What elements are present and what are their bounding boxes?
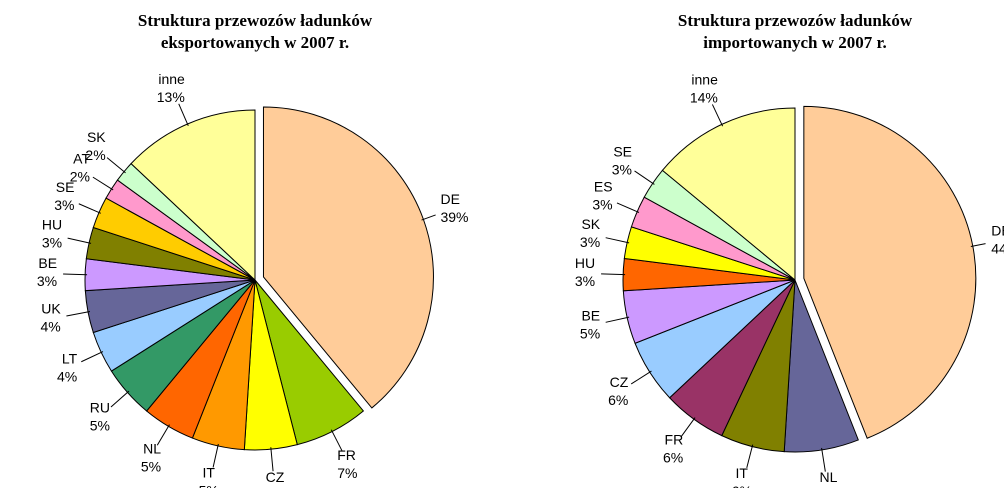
leader-line — [106, 157, 126, 174]
slice-category: ES — [594, 178, 613, 194]
slice-category: inne — [691, 72, 718, 88]
leader-line — [81, 351, 104, 363]
leader-line — [746, 444, 754, 469]
slice-value: 3% — [592, 196, 612, 212]
slice-value: 3% — [54, 197, 74, 213]
leader-line — [178, 103, 189, 127]
slice-category: IT — [203, 465, 216, 481]
slice-category: SE — [56, 179, 75, 195]
leader-line — [63, 273, 88, 276]
slice-value: 3% — [575, 273, 595, 289]
leader-line — [78, 203, 102, 214]
leader-line — [680, 417, 696, 438]
slice-category: HU — [42, 216, 62, 232]
slice-category: RU — [90, 399, 110, 415]
leader-line — [821, 447, 826, 472]
leader-line — [634, 170, 655, 185]
slice-value: 44% — [991, 240, 1004, 256]
leader-line — [92, 176, 114, 191]
slice-category: DE — [991, 222, 1004, 238]
leader-line — [616, 202, 640, 213]
leader-line — [330, 429, 343, 452]
leader-line — [212, 443, 219, 468]
slice-category: SK — [87, 129, 106, 145]
leader-line — [67, 237, 92, 244]
slice-value: 14% — [690, 90, 718, 106]
leader-line — [605, 237, 630, 244]
slice-value: 3% — [42, 234, 62, 250]
slice-category: BE — [38, 255, 57, 271]
slice-value: 7% — [337, 465, 357, 481]
slice-value: 6% — [608, 392, 628, 408]
slice-category: inne — [158, 71, 185, 87]
slice-category: BE — [581, 308, 600, 324]
leader-line — [601, 273, 626, 276]
chart-title: Struktura przewozów ładunków eksportowan… — [137, 11, 373, 52]
slice-category: HU — [575, 255, 595, 271]
slice-value: 4% — [57, 368, 77, 384]
slice-category: DE — [440, 191, 459, 207]
slice-value: 5% — [580, 326, 600, 342]
slice-value: 3% — [37, 273, 57, 289]
slice-value: 6% — [663, 450, 683, 466]
slice-value: 2% — [70, 168, 90, 184]
slice-category: IT — [736, 465, 749, 481]
slice-category: AT — [73, 150, 90, 166]
slice-category: CZ — [266, 469, 285, 485]
slice-value: 5% — [265, 487, 285, 488]
slice-category: LT — [62, 350, 78, 366]
leader-line — [970, 243, 986, 247]
slice-value: 39% — [440, 209, 468, 225]
chart-title: Struktura przewozów ładunków importowany… — [677, 11, 913, 52]
slice-value: 5% — [141, 459, 161, 475]
slice-category: NL — [143, 441, 161, 457]
leader-line — [110, 390, 130, 408]
leader-line — [630, 370, 652, 385]
slice-category: SE — [613, 144, 632, 160]
slice-category: FR — [337, 447, 356, 463]
slice-category: CZ — [610, 374, 629, 390]
leader-line — [66, 310, 91, 317]
leader-line — [270, 447, 274, 472]
slice-category: FR — [665, 432, 684, 448]
slice-category: UK — [41, 301, 61, 317]
slice-value: 3% — [580, 234, 600, 250]
slice-value: 2% — [85, 147, 105, 163]
leader-line — [156, 424, 170, 446]
slice-category: SK — [581, 216, 600, 232]
leader-line — [421, 214, 436, 221]
slice-value: 13% — [157, 89, 185, 105]
leader-line — [605, 316, 630, 323]
slice-value: 3% — [612, 162, 632, 178]
slice-value: 5% — [90, 417, 110, 433]
slice-value: 5% — [199, 483, 219, 488]
slice-value: 4% — [41, 319, 61, 335]
slice-value: 6% — [732, 483, 752, 488]
slice-category: NL — [820, 469, 838, 485]
leader-line — [711, 104, 724, 127]
